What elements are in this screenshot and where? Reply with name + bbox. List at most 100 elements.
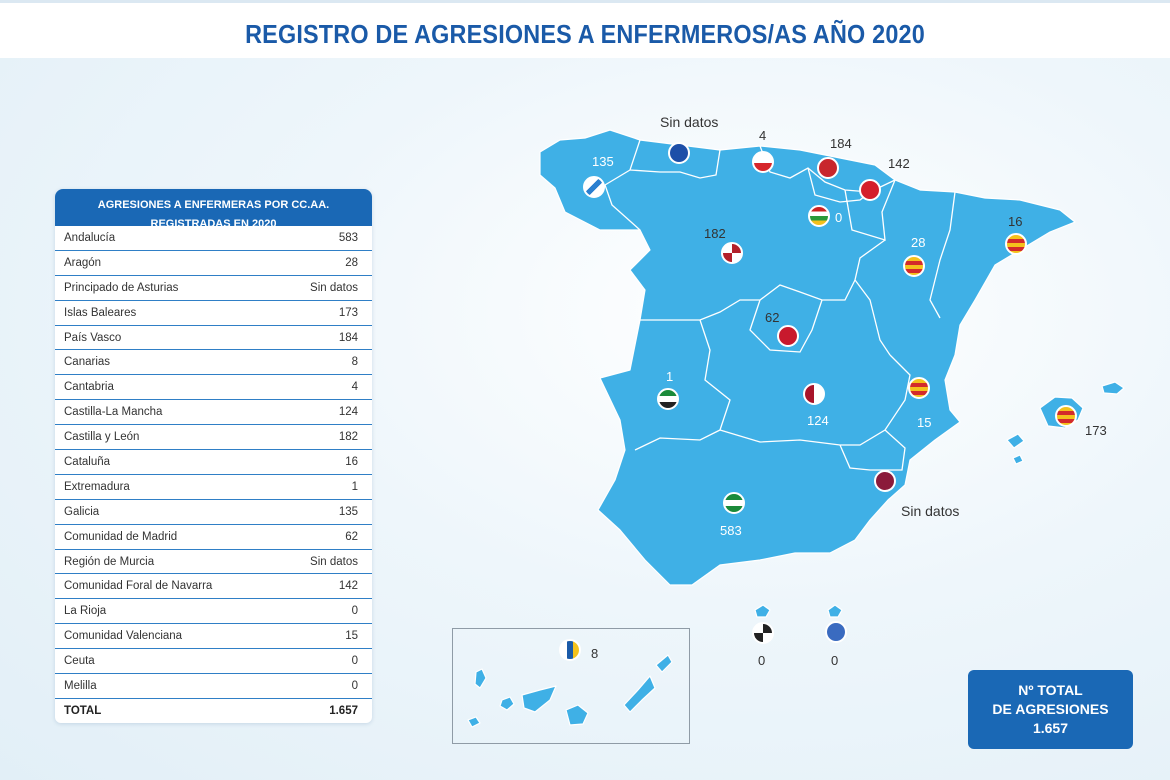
- region-name: Cantabria: [64, 381, 114, 394]
- region-name: País Vasco: [64, 331, 122, 344]
- flag-asturias: [668, 142, 690, 164]
- region-value: 62: [345, 530, 358, 543]
- label-galicia: 135: [592, 154, 614, 169]
- canarias-tenerife: [521, 685, 557, 713]
- flag-castilla-la-mancha: [803, 383, 825, 405]
- baleares-formentera: [1012, 454, 1024, 465]
- region-value: 0: [351, 605, 358, 618]
- region-value: 0: [351, 655, 358, 668]
- total-value: 1.657: [329, 704, 358, 717]
- ceuta-shape: [754, 604, 771, 618]
- flag-cataluna: [1005, 233, 1027, 255]
- region-name: Islas Baleares: [64, 306, 137, 319]
- label-castilla-la-mancha: 124: [807, 413, 829, 428]
- table-row: Comunidad Valenciana 15: [55, 624, 372, 650]
- region-value: 135: [338, 505, 358, 518]
- label-baleares: 173: [1085, 423, 1107, 438]
- table-row: La Rioja 0: [55, 599, 372, 625]
- region-value: 4: [351, 381, 358, 394]
- table-total-row: TOTAL 1.657: [55, 699, 372, 723]
- table-row: Aragón 28: [55, 251, 372, 276]
- region-name: La Rioja: [64, 605, 107, 618]
- region-value: 28: [345, 256, 358, 269]
- label-ceuta: 0: [758, 653, 766, 668]
- region-name: Canarias: [64, 356, 111, 369]
- region-value: 15: [345, 630, 358, 643]
- total-box-line2: DE AGRESIONES: [992, 701, 1109, 717]
- region-name: Región de Murcia: [64, 555, 155, 568]
- region-value: 173: [338, 306, 358, 319]
- region-value: 16: [345, 455, 358, 468]
- region-name: Aragón: [64, 256, 102, 269]
- table-row: Comunidad Foral de Navarra 142: [55, 574, 372, 600]
- table-row: Ceuta 0: [55, 649, 372, 675]
- flag-cantabria: [752, 151, 774, 173]
- flag-extremadura: [657, 388, 679, 410]
- region-name: Extremadura: [64, 480, 130, 493]
- flag-madrid: [777, 325, 799, 347]
- label-canarias: 8: [591, 646, 599, 661]
- flag-valenciana: [908, 377, 930, 399]
- table-row: Extremadura 1: [55, 475, 372, 500]
- table-header: AGRESIONES A ENFERMERAS POR CC.AA. REGIS…: [55, 189, 372, 230]
- label-asturias: Sin datos: [660, 114, 719, 130]
- ccaa-table: AGRESIONES A ENFERMERAS POR CC.AA. REGIS…: [55, 189, 372, 723]
- canarias-gomera: [499, 696, 515, 711]
- flag-navarra: [859, 179, 881, 201]
- header: REGISTRO DE AGRESIONES A ENFERMEROS/AS A…: [0, 0, 1170, 58]
- canarias-fuerteventura: [623, 675, 656, 713]
- melilla-shape: [827, 604, 843, 618]
- region-name: Castilla y León: [64, 431, 140, 444]
- region-value: 583: [338, 231, 358, 244]
- table-row: Melilla 0: [55, 674, 372, 699]
- table-row: Islas Baleares 173: [55, 301, 372, 326]
- flag-canarias: [559, 639, 581, 661]
- region-name: Comunidad Foral de Navarra: [64, 580, 213, 593]
- table-row: Principado de Asturias Sin datos: [55, 276, 372, 301]
- label-cataluna: 16: [1008, 214, 1023, 229]
- region-name: Principado de Asturias: [64, 281, 179, 294]
- region-value: 0: [351, 679, 358, 692]
- total-box-line1: Nº TOTAL: [1018, 682, 1083, 698]
- region-name: Galicia: [64, 505, 100, 518]
- region-value: 182: [338, 431, 358, 444]
- region-value: Sin datos: [310, 555, 358, 568]
- label-andalucia: 583: [720, 523, 742, 538]
- canarias-lapalma: [474, 668, 487, 689]
- flag-la-rioja: [808, 205, 830, 227]
- table-row: Castilla y León 182: [55, 425, 372, 451]
- flag-pais-vasco: [817, 157, 839, 179]
- table-row: Galicia 135: [55, 500, 372, 525]
- baleares-ibiza: [1006, 433, 1025, 449]
- label-castilla-leon: 182: [704, 226, 726, 241]
- table-row: País Vasco 184: [55, 326, 372, 351]
- region-value: 1: [351, 480, 358, 493]
- table-row: Castilla-La Mancha 124: [55, 400, 372, 426]
- table-row: Andalucía 583: [55, 226, 372, 251]
- region-value: 184: [338, 331, 358, 344]
- label-aragon: 28: [911, 235, 926, 250]
- label-pais-vasco: 184: [830, 136, 852, 151]
- region-value: 8: [351, 356, 358, 369]
- label-navarra: 142: [888, 156, 910, 171]
- flag-murcia: [874, 470, 896, 492]
- flag-baleares: [1055, 405, 1077, 427]
- label-melilla: 0: [831, 653, 839, 668]
- flag-aragon: [903, 255, 925, 277]
- region-name: Cataluña: [64, 455, 111, 468]
- flag-melilla: [825, 621, 847, 643]
- region-name: Castilla-La Mancha: [64, 406, 163, 419]
- flag-andalucia: [723, 492, 745, 514]
- region-name: Ceuta: [64, 655, 95, 668]
- region-value: Sin datos: [310, 281, 358, 294]
- label-murcia: Sin datos: [901, 503, 960, 519]
- region-name: Andalucía: [64, 231, 116, 244]
- flag-galicia: [583, 176, 605, 198]
- label-valenciana: 15: [917, 415, 932, 430]
- canarias-inset: [452, 628, 690, 744]
- baleares-menorca: [1101, 381, 1125, 395]
- mainland-spain: [539, 129, 1076, 586]
- label-cantabria: 4: [759, 128, 767, 143]
- table-row: Canarias 8: [55, 350, 372, 376]
- flag-ceuta: [752, 622, 774, 644]
